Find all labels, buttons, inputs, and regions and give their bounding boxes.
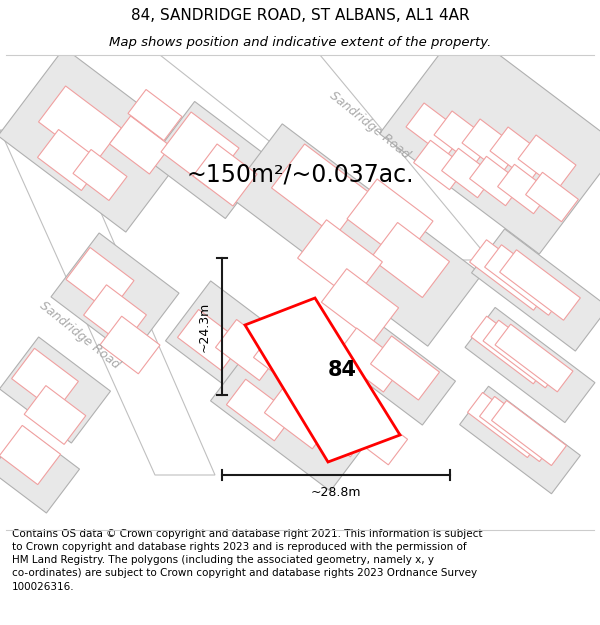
Polygon shape (0, 130, 215, 475)
Polygon shape (406, 103, 464, 157)
Polygon shape (340, 403, 407, 465)
Polygon shape (472, 229, 600, 351)
Polygon shape (166, 281, 314, 419)
Polygon shape (24, 386, 86, 444)
Polygon shape (526, 173, 578, 222)
Text: Sandridge Road: Sandridge Road (37, 299, 122, 371)
Polygon shape (178, 309, 242, 371)
Polygon shape (460, 386, 580, 494)
Polygon shape (483, 320, 561, 388)
Polygon shape (491, 401, 566, 466)
Polygon shape (38, 86, 121, 164)
Polygon shape (292, 339, 356, 401)
Polygon shape (211, 349, 370, 491)
Polygon shape (495, 324, 573, 392)
Polygon shape (518, 135, 576, 189)
Polygon shape (335, 315, 455, 425)
Polygon shape (434, 111, 492, 165)
Polygon shape (272, 144, 368, 236)
Polygon shape (485, 245, 565, 315)
Polygon shape (228, 124, 482, 346)
Polygon shape (161, 112, 239, 188)
Polygon shape (347, 179, 433, 261)
Polygon shape (0, 48, 192, 232)
Polygon shape (38, 129, 103, 191)
Polygon shape (265, 387, 332, 449)
Polygon shape (462, 119, 520, 173)
Polygon shape (254, 329, 319, 391)
Polygon shape (128, 89, 182, 141)
Polygon shape (302, 395, 370, 457)
Text: Sandridge Road: Sandridge Road (328, 89, 413, 161)
Polygon shape (467, 392, 542, 458)
Polygon shape (479, 396, 554, 461)
Text: ~150m²/~0.037ac.: ~150m²/~0.037ac. (186, 163, 414, 187)
Polygon shape (298, 220, 382, 300)
Polygon shape (110, 116, 170, 174)
Polygon shape (100, 316, 160, 374)
Polygon shape (497, 164, 550, 214)
Polygon shape (500, 250, 580, 320)
Polygon shape (66, 248, 134, 312)
Text: 84, SANDRIDGE ROAD, ST ALBANS, AL1 4AR: 84, SANDRIDGE ROAD, ST ALBANS, AL1 4AR (131, 8, 469, 23)
Polygon shape (413, 140, 466, 190)
Polygon shape (149, 101, 271, 219)
Polygon shape (0, 426, 61, 484)
Polygon shape (335, 328, 404, 392)
Polygon shape (490, 127, 548, 181)
Text: Map shows position and indicative extent of the property.: Map shows position and indicative extent… (109, 36, 491, 49)
Polygon shape (160, 55, 490, 260)
Polygon shape (0, 337, 110, 443)
Polygon shape (73, 149, 127, 201)
Polygon shape (322, 269, 398, 341)
Polygon shape (371, 222, 449, 298)
Text: Contains OS data © Crown copyright and database right 2021. This information is : Contains OS data © Crown copyright and d… (12, 529, 482, 592)
Text: ~24.3m: ~24.3m (197, 301, 211, 352)
Polygon shape (83, 285, 146, 345)
Polygon shape (215, 319, 280, 381)
Polygon shape (470, 156, 523, 206)
Polygon shape (226, 379, 293, 441)
Polygon shape (471, 316, 549, 384)
Polygon shape (470, 240, 550, 310)
Polygon shape (371, 336, 439, 400)
Polygon shape (465, 308, 595, 422)
Polygon shape (193, 144, 257, 206)
Polygon shape (442, 148, 494, 198)
Text: ~28.8m: ~28.8m (311, 486, 361, 499)
Polygon shape (380, 26, 600, 254)
Polygon shape (11, 348, 79, 412)
Polygon shape (51, 233, 179, 357)
Polygon shape (0, 427, 80, 513)
Polygon shape (245, 298, 400, 462)
Text: 84: 84 (328, 360, 356, 380)
